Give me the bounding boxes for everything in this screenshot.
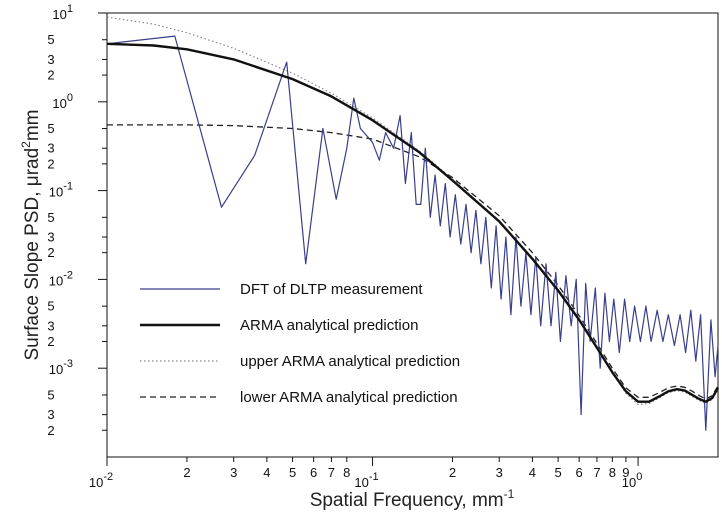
x-minor-tick-label: 8 bbox=[609, 465, 616, 480]
x-minor-tick-label: 7 bbox=[328, 465, 335, 480]
legend-box bbox=[128, 274, 488, 454]
x-minor-tick-label: 5 bbox=[555, 465, 562, 480]
x-minor-tick-label: 5 bbox=[289, 465, 296, 480]
y-minor-tick-label: 5 bbox=[47, 210, 54, 225]
y-axis-title-unit: mm bbox=[22, 109, 43, 141]
series-layer bbox=[106, 16, 720, 431]
series-line-2 bbox=[106, 16, 719, 406]
y-minor-tick-label: 5 bbox=[47, 387, 54, 402]
x-minor-tick-label: 9 bbox=[622, 465, 629, 480]
y-major-tick-label: 10-3 bbox=[49, 358, 73, 377]
x-minor-tick-label: 8 bbox=[343, 465, 350, 480]
x-major-tick-label: 10-1 bbox=[354, 471, 378, 490]
x-axis-title: Spatial Frequency, mm-1 bbox=[310, 487, 515, 511]
x-major-tick-label: 10-2 bbox=[89, 471, 113, 490]
y-major-tick-label: 10-1 bbox=[49, 181, 73, 200]
x-minor-tick-label: 4 bbox=[263, 465, 270, 480]
x-minor-tick-label: 3 bbox=[230, 465, 237, 480]
y-minor-tick-label: 3 bbox=[47, 318, 54, 333]
y-minor-tick-label: 5 bbox=[47, 299, 54, 314]
y-minor-tick-label: 5 bbox=[47, 32, 54, 47]
y-axis-title: Surface Slope PSD, μrad2mm bbox=[19, 109, 43, 360]
legend-label-3: lower ARMA analytical prediction bbox=[240, 389, 458, 406]
x-minor-tick-label: 6 bbox=[310, 465, 317, 480]
y-major-tick-label: 10-2 bbox=[49, 269, 73, 288]
y-minor-tick-label: 2 bbox=[47, 156, 54, 171]
x-major-tick-label: 100 bbox=[622, 471, 643, 490]
legend-label-2: upper ARMA analytical prediction bbox=[240, 353, 460, 370]
y-minor-tick-label: 2 bbox=[47, 334, 54, 349]
y-minor-tick-label: 3 bbox=[47, 407, 54, 422]
x-minor-tick-label: 6 bbox=[576, 465, 583, 480]
x-axis-title-exponent: -1 bbox=[504, 487, 515, 501]
series-line-0 bbox=[106, 35, 719, 431]
x-minor-tick-label: 2 bbox=[183, 465, 190, 480]
y-minor-tick-label: 3 bbox=[47, 52, 54, 67]
y-minor-tick-label: 5 bbox=[47, 121, 54, 136]
x-minor-tick-label: 3 bbox=[496, 465, 503, 480]
y-minor-tick-label: 2 bbox=[47, 423, 54, 438]
y-minor-tick-label: 2 bbox=[47, 68, 54, 83]
legend-label-0: DFT of DLTP measurement bbox=[240, 281, 423, 298]
y-minor-tick-label: 3 bbox=[47, 141, 54, 156]
y-major-tick-label: 101 bbox=[52, 3, 73, 22]
x-minor-tick-label: 4 bbox=[529, 465, 536, 480]
series-line-1 bbox=[106, 42, 720, 403]
y-major-tick-label: 100 bbox=[52, 92, 73, 111]
series-line-3 bbox=[107, 124, 719, 400]
legend-label-1: ARMA analytical prediction bbox=[240, 317, 418, 334]
y-axis-title-exponent: 2 bbox=[19, 141, 33, 148]
legend: DFT of DLTP measurement ARMA analytical p… bbox=[140, 281, 460, 406]
y-minor-tick-label: 3 bbox=[47, 230, 54, 245]
y-minor-tick-label: 2 bbox=[47, 245, 54, 260]
x-minor-tick-label: 7 bbox=[593, 465, 600, 480]
x-minor-tick-label: 2 bbox=[449, 465, 456, 480]
